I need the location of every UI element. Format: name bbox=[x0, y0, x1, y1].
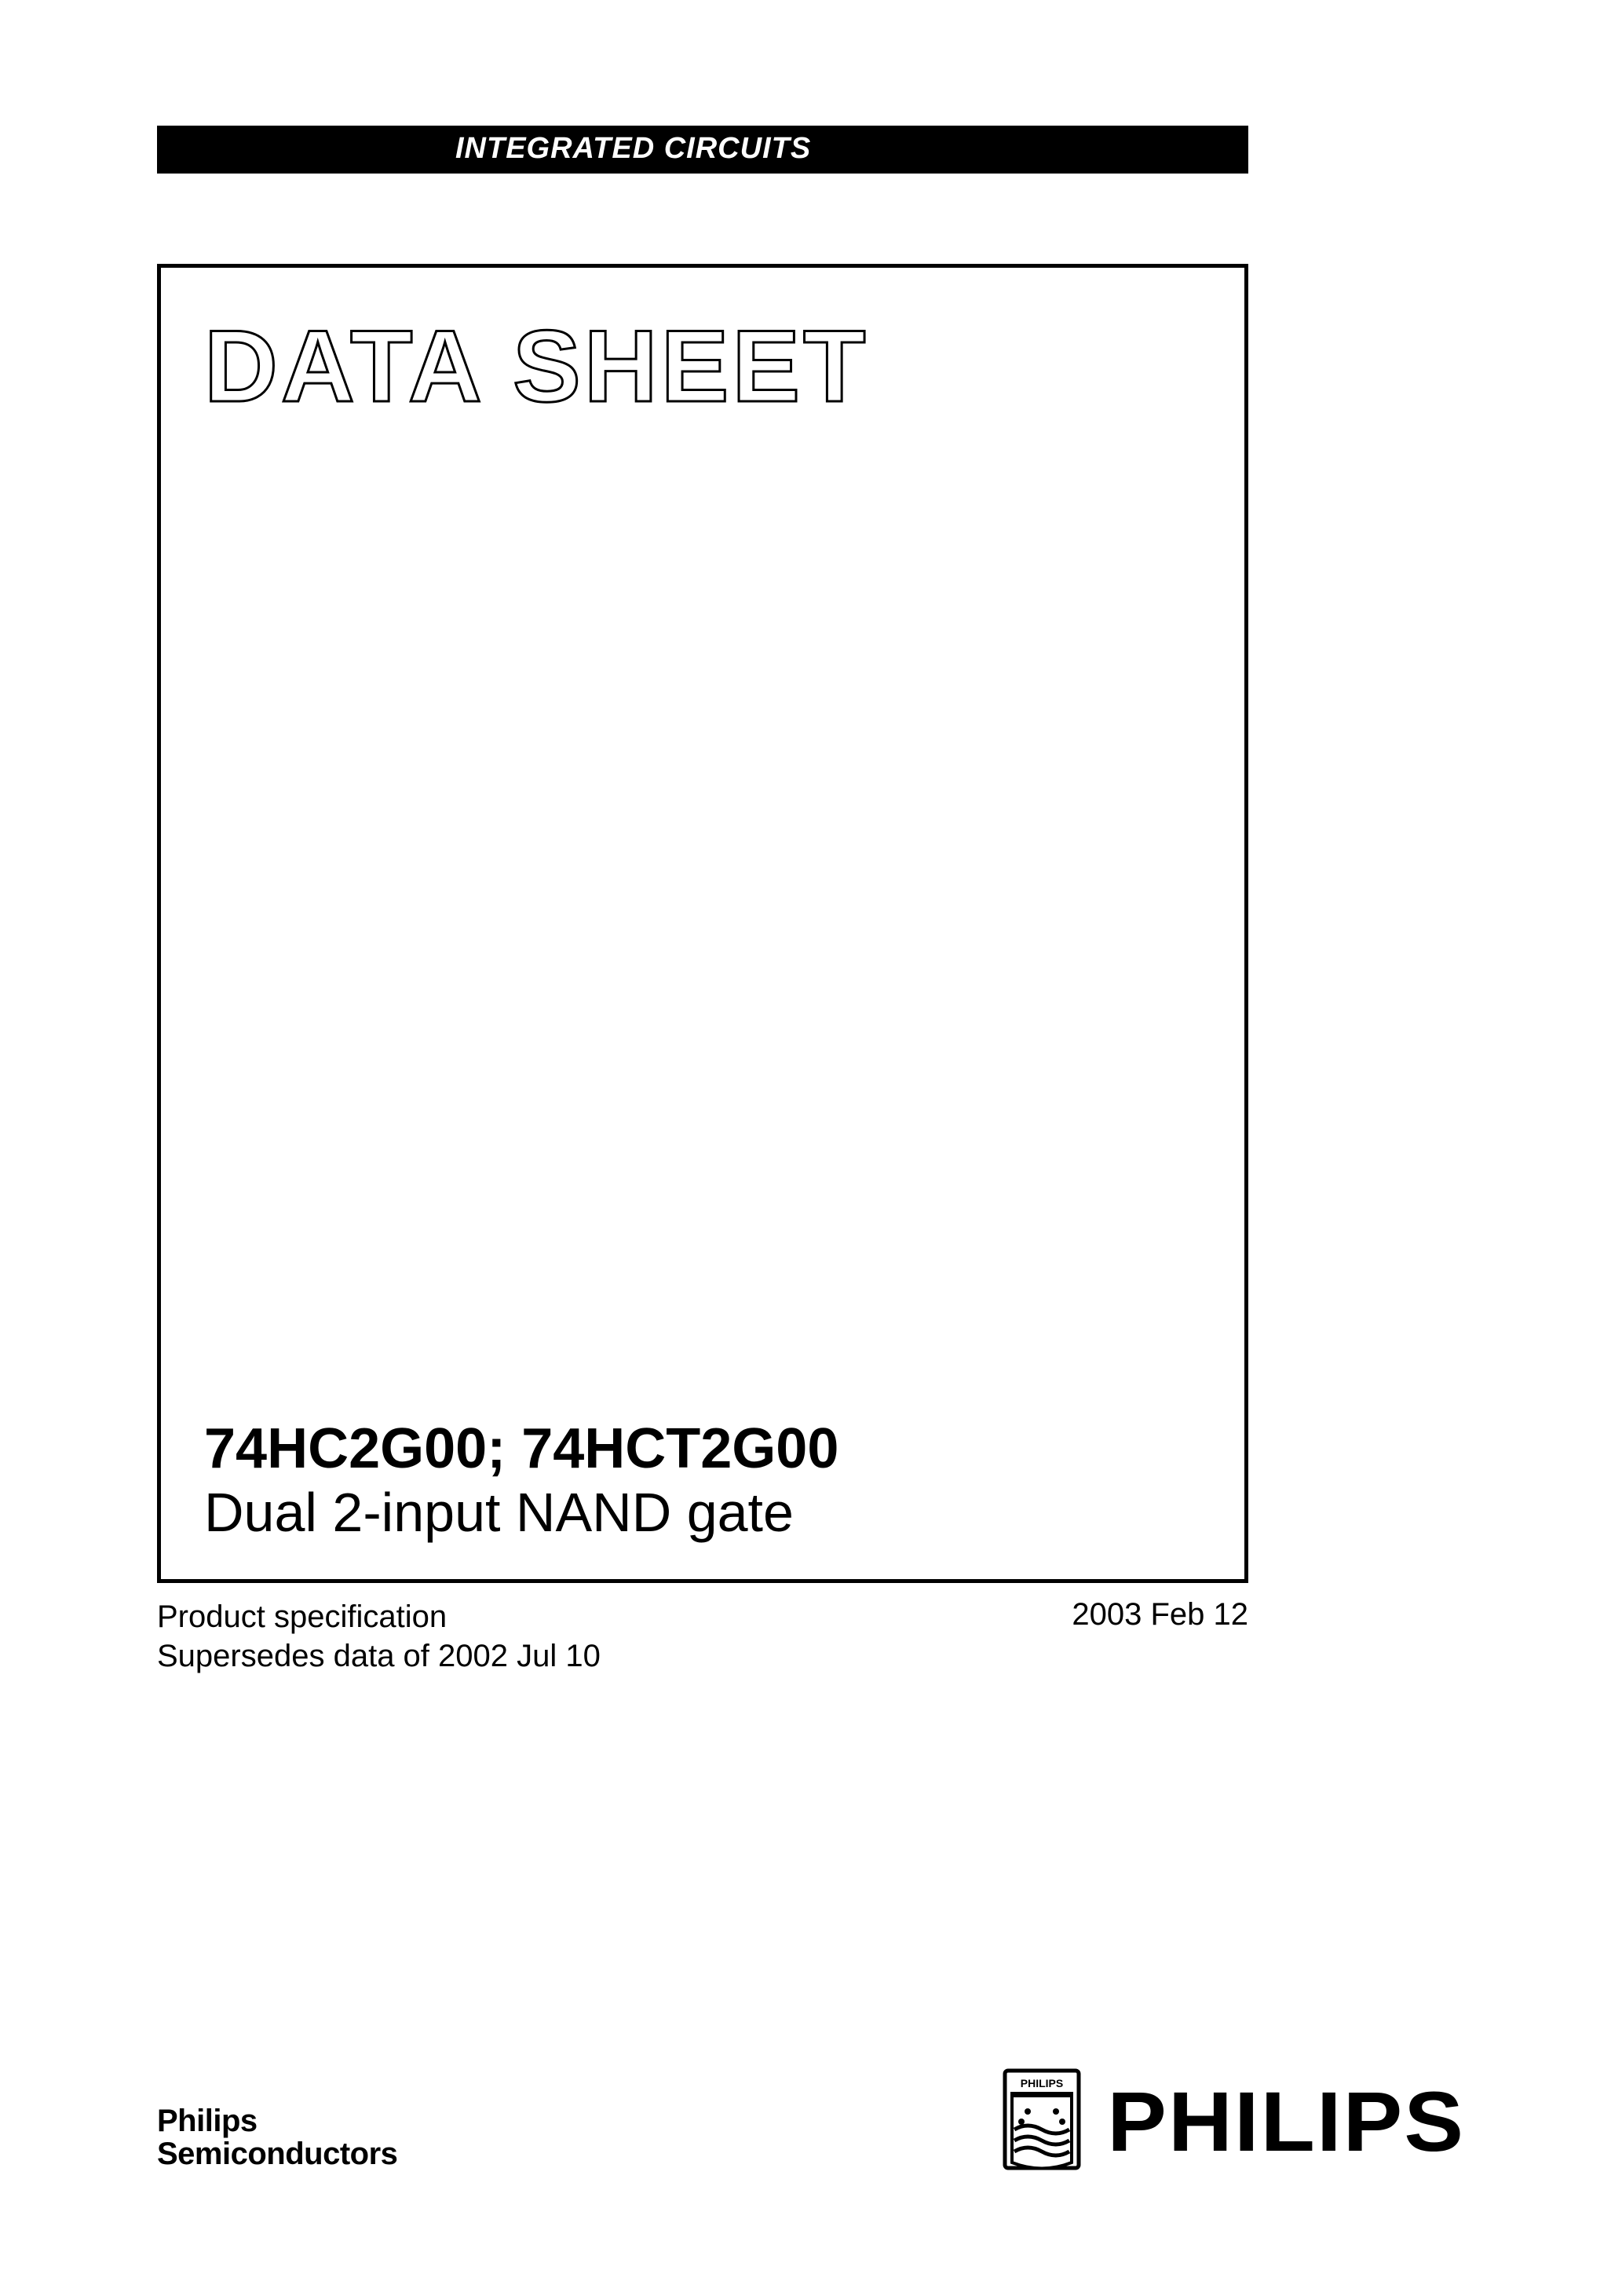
footer-division-line2: Semiconductors bbox=[157, 2137, 397, 2170]
datasheet-title-svg: DATA SHEET bbox=[204, 311, 1068, 429]
shield-label: PHILIPS bbox=[1021, 2077, 1063, 2089]
footer: Philips Semiconductors PHILIPS PHILIPS bbox=[157, 2068, 1465, 2170]
spec-left: Product specification Supersedes data of… bbox=[157, 1597, 601, 1676]
spec-line2: Supersedes data of 2002 Jul 10 bbox=[157, 1636, 601, 1676]
footer-division: Philips Semiconductors bbox=[157, 2104, 397, 2170]
part-number: 74HC2G00; 74HCT2G00 bbox=[204, 1418, 838, 1480]
philips-wordmark: PHILIPS bbox=[1107, 2072, 1465, 2170]
header-category-bar: INTEGRATED CIRCUITS bbox=[157, 126, 1248, 174]
spec-date: 2003 Feb 12 bbox=[1072, 1597, 1248, 1676]
philips-shield-icon: PHILIPS bbox=[1003, 2068, 1081, 2170]
spec-line1: Product specification bbox=[157, 1597, 601, 1636]
header-category-text: INTEGRATED CIRCUITS bbox=[455, 132, 811, 166]
page-content: INTEGRATED CIRCUITS DATA SHEET 74HC2G00;… bbox=[157, 126, 1465, 1676]
footer-division-line1: Philips bbox=[157, 2104, 397, 2137]
datasheet-title: DATA SHEET bbox=[204, 311, 1068, 429]
datasheet-title-text: DATA SHEET bbox=[204, 311, 868, 423]
part-description: Dual 2-input NAND gate bbox=[204, 1481, 838, 1545]
spec-row: Product specification Supersedes data of… bbox=[157, 1597, 1248, 1676]
datasheet-frame: DATA SHEET 74HC2G00; 74HCT2G00 Dual 2-in… bbox=[157, 264, 1248, 1583]
product-block: 74HC2G00; 74HCT2G00 Dual 2-input NAND ga… bbox=[204, 1418, 838, 1544]
footer-brand: PHILIPS PHILIPS bbox=[1003, 2068, 1465, 2170]
